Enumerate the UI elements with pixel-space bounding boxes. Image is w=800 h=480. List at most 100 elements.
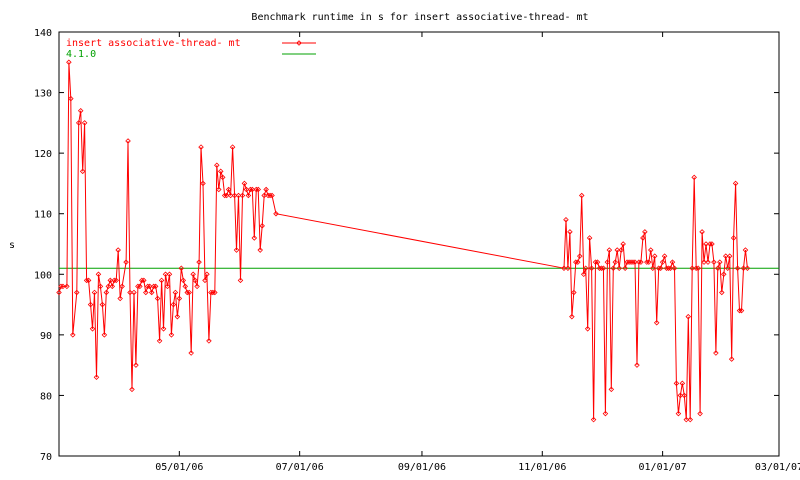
data-point bbox=[628, 259, 634, 265]
data-point bbox=[125, 138, 131, 144]
data-point bbox=[677, 392, 684, 399]
data-point bbox=[663, 265, 670, 271]
x-tick-label: 07/01/06 bbox=[276, 462, 324, 473]
data-point bbox=[68, 95, 74, 102]
data-point bbox=[66, 59, 72, 66]
data-point bbox=[79, 168, 86, 175]
data-point bbox=[101, 332, 108, 338]
data-point bbox=[715, 265, 721, 271]
data-point bbox=[127, 289, 133, 296]
data-point bbox=[267, 192, 273, 199]
y-tick-label: 130 bbox=[34, 89, 52, 100]
data-point bbox=[728, 356, 735, 362]
y-tick-label: 100 bbox=[34, 270, 52, 281]
data-point bbox=[249, 186, 256, 193]
data-point bbox=[730, 235, 737, 241]
data-point bbox=[646, 259, 652, 265]
data-point bbox=[565, 265, 571, 271]
data-point bbox=[693, 265, 699, 271]
data-point bbox=[606, 247, 613, 253]
data-point bbox=[709, 241, 715, 247]
data-point bbox=[661, 253, 668, 259]
data-point bbox=[212, 289, 218, 296]
data-point bbox=[60, 283, 66, 290]
data-point bbox=[231, 192, 238, 199]
data-point bbox=[164, 283, 171, 290]
data-point bbox=[269, 192, 275, 199]
data-point bbox=[734, 265, 741, 271]
data-point bbox=[588, 265, 595, 271]
data-point bbox=[638, 259, 644, 265]
data-point bbox=[170, 301, 177, 308]
data-point bbox=[567, 229, 573, 235]
data-point bbox=[237, 277, 244, 284]
data-point bbox=[265, 192, 271, 199]
data-point bbox=[711, 259, 717, 265]
data-point bbox=[221, 192, 228, 199]
data-point bbox=[649, 265, 656, 271]
data-point bbox=[732, 180, 739, 187]
data-point bbox=[139, 277, 145, 284]
data-point bbox=[685, 313, 692, 320]
data-point bbox=[243, 186, 250, 193]
data-point bbox=[168, 332, 175, 338]
data-point bbox=[58, 283, 64, 290]
data-point bbox=[620, 241, 626, 247]
data-point bbox=[73, 289, 80, 296]
data-point bbox=[642, 229, 648, 235]
data-point bbox=[604, 259, 611, 265]
data-point bbox=[569, 313, 575, 320]
data-point bbox=[722, 253, 729, 259]
data-point bbox=[259, 223, 265, 229]
data-point bbox=[594, 259, 601, 265]
data-point bbox=[227, 192, 234, 199]
data-point bbox=[85, 277, 92, 284]
data-point bbox=[580, 271, 587, 278]
data-point bbox=[95, 271, 102, 278]
y-tick-label: 120 bbox=[34, 149, 52, 160]
data-point bbox=[651, 253, 658, 259]
data-point bbox=[630, 259, 636, 265]
data-point bbox=[636, 259, 642, 265]
data-point bbox=[81, 120, 88, 126]
x-tick-label: 09/01/06 bbox=[398, 462, 446, 473]
data-point bbox=[740, 265, 747, 271]
data-point bbox=[111, 277, 117, 284]
data-point bbox=[667, 265, 674, 271]
data-point bbox=[70, 332, 76, 338]
data-point bbox=[131, 289, 137, 296]
data-point bbox=[174, 313, 181, 320]
y-tick-label: 70 bbox=[40, 452, 52, 463]
data-point bbox=[679, 380, 686, 387]
data-point bbox=[626, 259, 632, 265]
data-point bbox=[263, 186, 269, 193]
data-point bbox=[150, 283, 157, 290]
data-point bbox=[235, 192, 242, 199]
data-point bbox=[93, 374, 100, 381]
data-point bbox=[210, 289, 216, 296]
data-point bbox=[154, 295, 161, 302]
data-point bbox=[198, 144, 204, 150]
data-point bbox=[214, 162, 220, 169]
data-point bbox=[653, 319, 660, 326]
data-point bbox=[578, 192, 585, 199]
data-point bbox=[675, 410, 682, 417]
data-point bbox=[596, 265, 603, 271]
y-tick-label: 90 bbox=[40, 331, 52, 342]
data-point bbox=[133, 362, 139, 368]
legend-marker-main bbox=[296, 40, 302, 46]
data-point bbox=[669, 259, 676, 265]
data-point bbox=[681, 392, 688, 399]
data-point bbox=[683, 416, 690, 423]
data-point bbox=[245, 192, 252, 199]
data-point bbox=[137, 283, 143, 290]
y-tick-label: 80 bbox=[40, 391, 52, 402]
data-point bbox=[145, 283, 151, 290]
data-point bbox=[97, 283, 104, 290]
data-point bbox=[261, 192, 267, 199]
data-point bbox=[129, 386, 135, 393]
data-point bbox=[146, 283, 153, 290]
x-tick-label: 01/01/07 bbox=[639, 462, 687, 473]
